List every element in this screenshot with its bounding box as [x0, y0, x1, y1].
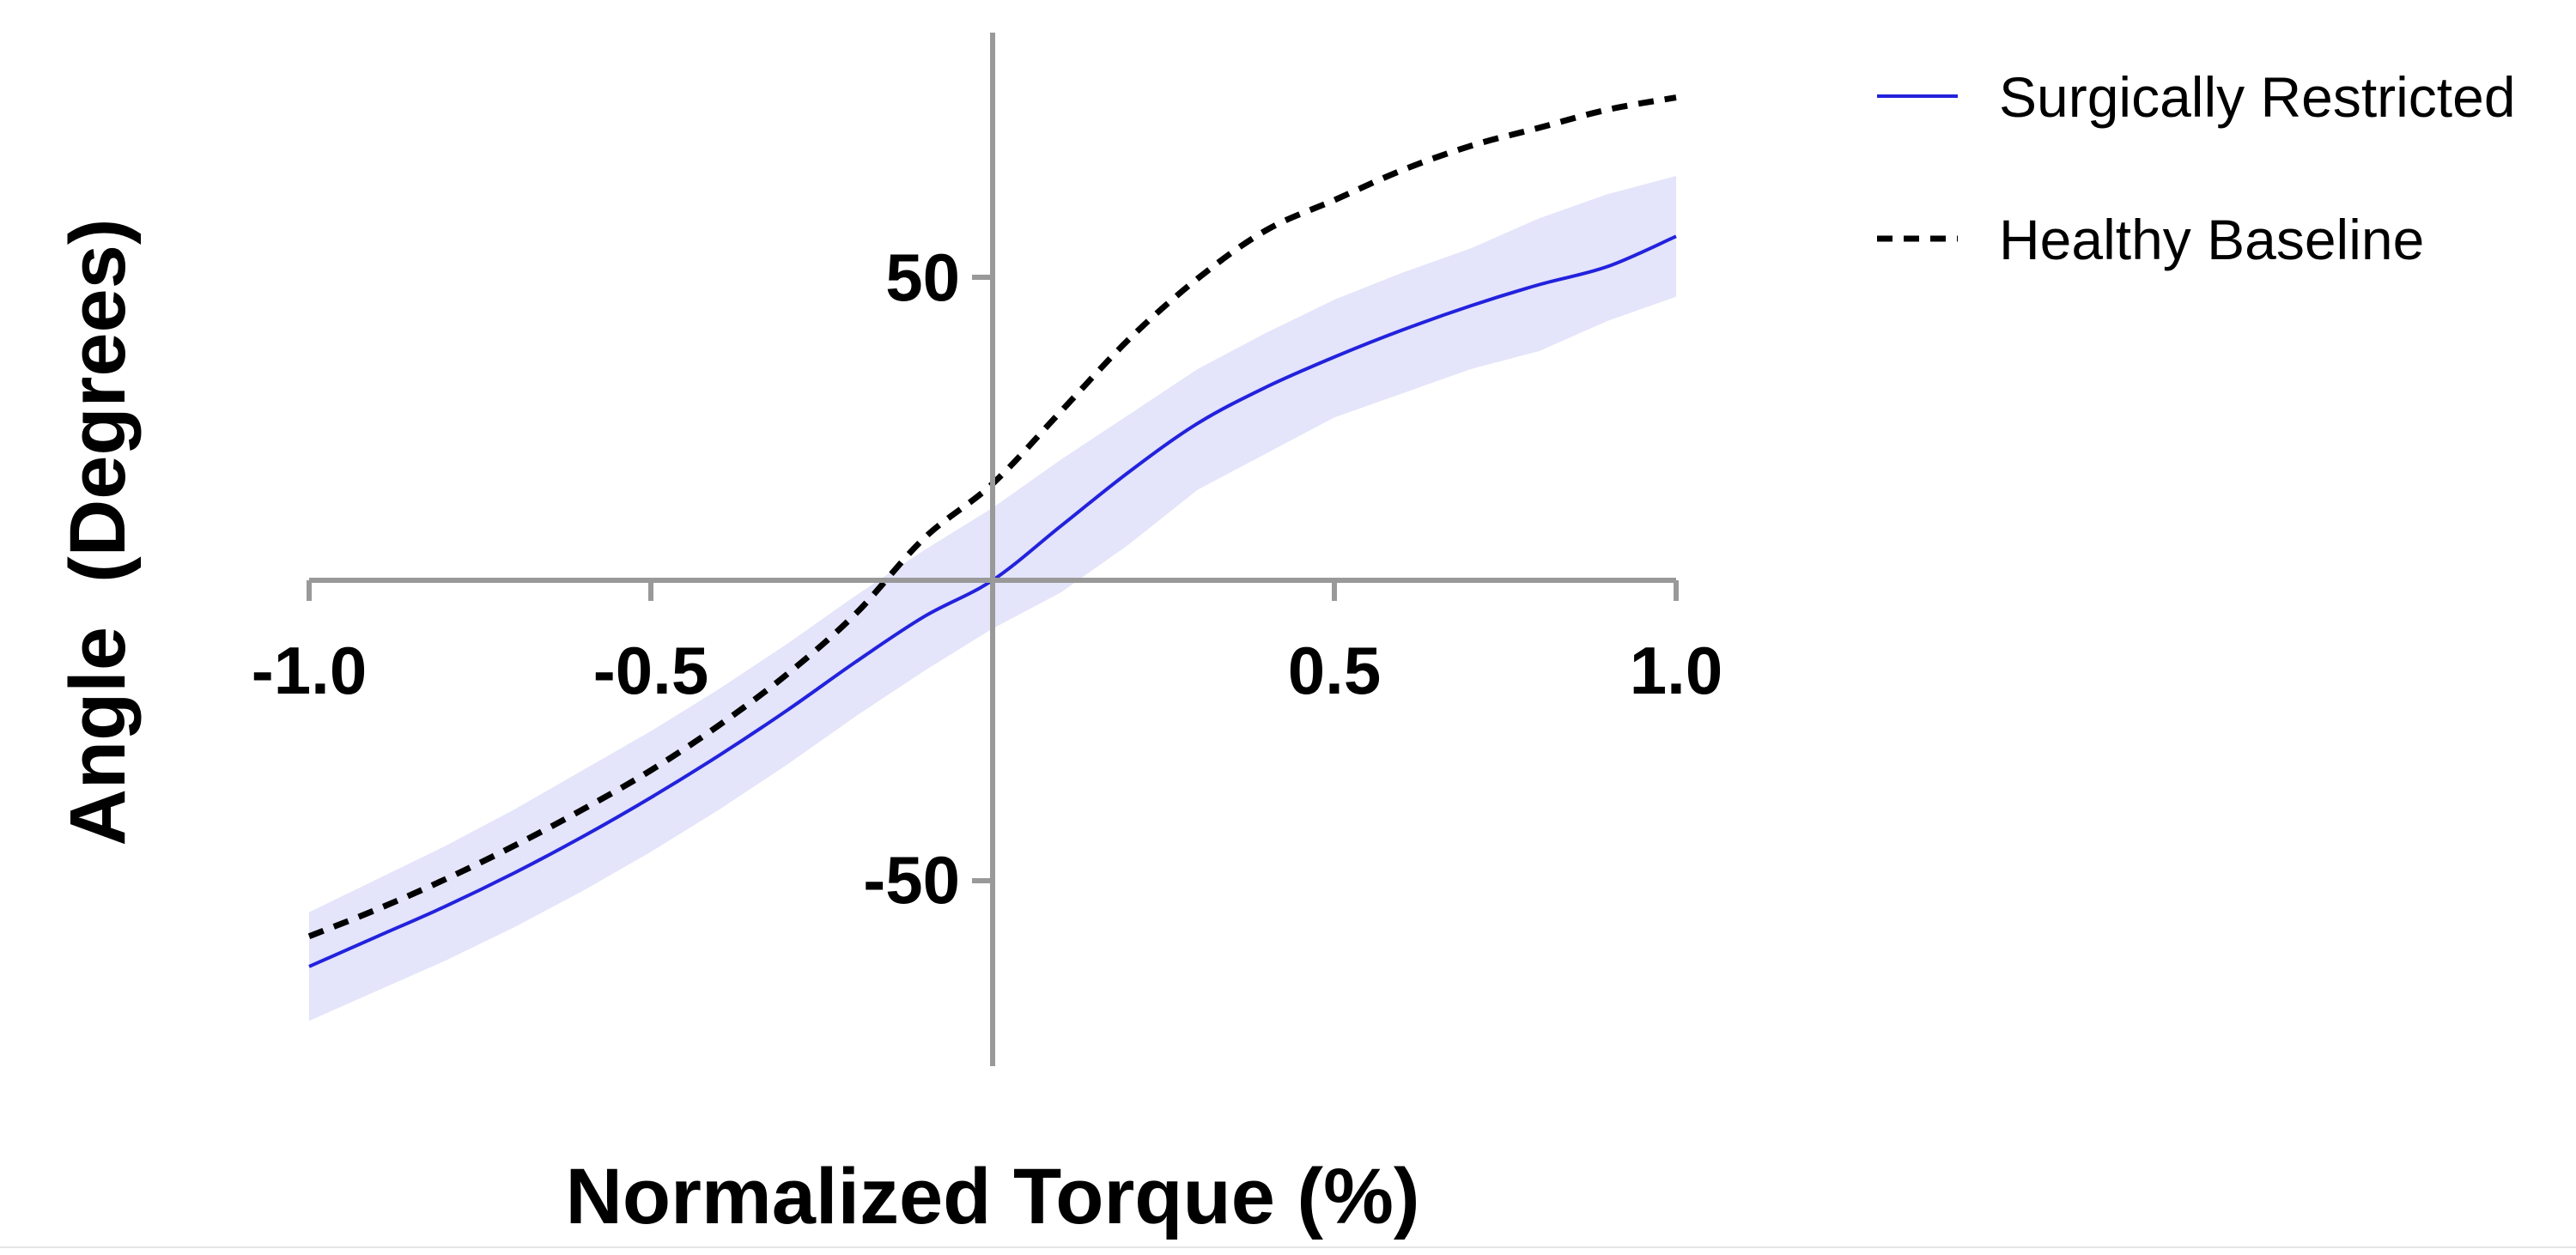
- y-tick-label: 50: [885, 239, 960, 315]
- legend-label-healthy-baseline: Healthy Baseline: [1999, 208, 2424, 271]
- x-tick-label: -0.5: [593, 633, 708, 708]
- x-axis-title: Normalized Torque (%): [565, 1153, 1419, 1240]
- x-tick-label: -1.0: [252, 633, 367, 708]
- x-tick-label: 1.0: [1630, 633, 1722, 708]
- legend: Surgically Restricted Healthy Baseline: [1877, 65, 2516, 271]
- bottom-divider: [0, 1246, 2576, 1248]
- legend-label-surgically-restricted: Surgically Restricted: [1999, 65, 2516, 129]
- x-tick-label: 0.5: [1288, 633, 1381, 708]
- y-tick-label: -50: [863, 842, 960, 918]
- y-axis-title: Angle (Degrees): [54, 218, 142, 846]
